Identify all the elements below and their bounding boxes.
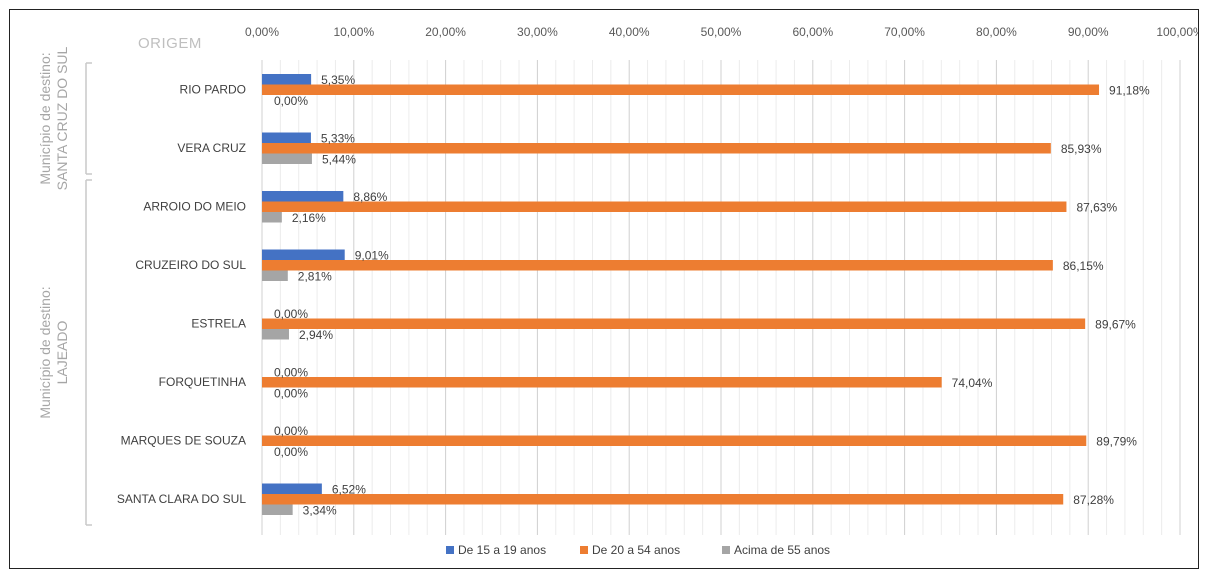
bar-2	[262, 435, 1087, 446]
category-label: ARROIO DO MEIO	[143, 199, 246, 213]
bar-1	[262, 191, 344, 202]
bar-3	[262, 504, 293, 515]
data-label: 89,67%	[1095, 318, 1136, 332]
data-label: 0,00%	[274, 387, 308, 401]
data-label: 8,86%	[353, 190, 387, 204]
data-label: 85,93%	[1061, 142, 1102, 156]
x-tick-label: 10,00%	[333, 25, 374, 39]
bar-1	[262, 483, 322, 494]
x-tick-label: 30,00%	[517, 25, 558, 39]
group-label-line2: LAJEADO	[54, 320, 70, 384]
bar-3	[262, 153, 312, 164]
legend: De 15 a 19 anos De 20 a 54 anos Acima de 5…	[446, 543, 830, 557]
group-label: Município de destino:LAJEADO	[37, 286, 70, 418]
data-labels: 5,35% 91,18% 0,00% 5,33% 85,93% 5,44% 8,86% 87,…	[274, 73, 1150, 518]
data-label: 5,33%	[321, 132, 355, 146]
data-label: 5,35%	[321, 73, 355, 87]
data-label: 86,15%	[1063, 259, 1104, 273]
bars	[262, 74, 1100, 515]
x-tick-label: 70,00%	[884, 25, 925, 39]
x-tick-label: 40,00%	[609, 25, 650, 39]
bar-chart: ORIGEM 0,00% 10,00% 20,00% 30,00% 40,00% 50,0…	[37, 25, 1204, 557]
category-label: CRUZEIRO DO SUL	[135, 258, 246, 272]
x-tick-label: 90,00%	[1068, 25, 1109, 39]
bar-1	[262, 132, 311, 143]
x-tick-label: 0,00%	[245, 25, 279, 39]
x-tick-label: 100,00%	[1156, 25, 1198, 39]
data-label: 9,01%	[355, 249, 389, 263]
data-label: 91,18%	[1109, 84, 1150, 98]
x-tick-label: 60,00%	[792, 25, 833, 39]
legend-swatch	[446, 546, 454, 554]
group-label-line1: Município de destino:	[37, 52, 53, 184]
category-label: VERA CRUZ	[177, 141, 246, 155]
data-label: 0,00%	[274, 307, 308, 321]
bar-2	[262, 143, 1051, 154]
data-label: 0,00%	[274, 366, 308, 380]
gridlines	[261, 60, 1181, 535]
category-label: SANTA CLARA DO SUL	[117, 492, 246, 506]
group-brackets: Município de destino:SANTA CRUZ DO SULMu…	[37, 46, 92, 526]
origin-axis-title: ORIGEM	[138, 35, 202, 52]
x-tick-labels: 0,00% 10,00% 20,00% 30,00% 40,00% 50,00% 60,00…	[245, 25, 1204, 39]
bar-2	[262, 84, 1100, 95]
bar-2	[262, 201, 1067, 212]
data-label: 5,44%	[322, 153, 356, 167]
bar-2	[262, 494, 1064, 505]
group-label-line1: Município de destino:	[37, 286, 53, 418]
data-label: 89,79%	[1096, 435, 1137, 449]
data-label: 3,34%	[303, 504, 337, 518]
bar-1	[262, 249, 345, 260]
data-label: 87,63%	[1076, 201, 1117, 215]
legend-label: Acima de 55 anos	[734, 543, 830, 557]
x-tick-label: 80,00%	[976, 25, 1017, 39]
x-tick-label: 20,00%	[425, 25, 466, 39]
category-label: MARQUES DE SOUZA	[121, 433, 246, 447]
data-label: 87,28%	[1073, 493, 1114, 507]
legend-swatch	[722, 546, 730, 554]
category-label: FORQUETINHA	[159, 375, 246, 389]
data-label: 2,81%	[298, 270, 332, 284]
data-label: 6,52%	[332, 483, 366, 497]
legend-swatch	[580, 546, 588, 554]
data-label: 2,16%	[292, 211, 326, 225]
bar-3	[262, 329, 289, 340]
chart-frame: ORIGEM 0,00% 10,00% 20,00% 30,00% 40,00% 50,0…	[9, 9, 1204, 569]
category-label: ESTRELA	[191, 316, 246, 330]
data-label: 0,00%	[274, 424, 308, 438]
bar-2	[262, 260, 1053, 271]
x-tick-label: 50,00%	[701, 25, 742, 39]
bar-2	[262, 318, 1086, 329]
category-label: RIO PARDO	[180, 82, 246, 96]
bar-3	[262, 270, 288, 281]
bar-1	[262, 74, 312, 85]
data-label: 2,94%	[299, 328, 333, 342]
legend-label: De 20 a 54 anos	[592, 543, 680, 557]
group-label-line2: SANTA CRUZ DO SUL	[54, 46, 70, 190]
data-label: 74,04%	[952, 376, 993, 390]
category-labels: RIO PARDO VERA CRUZ ARROIO DO MEIO CRUZEIRO…	[117, 82, 246, 506]
data-label: 0,00%	[274, 94, 308, 108]
data-label: 0,00%	[274, 445, 308, 459]
legend-label: De 15 a 19 anos	[458, 543, 546, 557]
bar-2	[262, 377, 942, 388]
group-label: Município de destino:SANTA CRUZ DO SUL	[37, 46, 70, 190]
bar-3	[262, 212, 282, 223]
